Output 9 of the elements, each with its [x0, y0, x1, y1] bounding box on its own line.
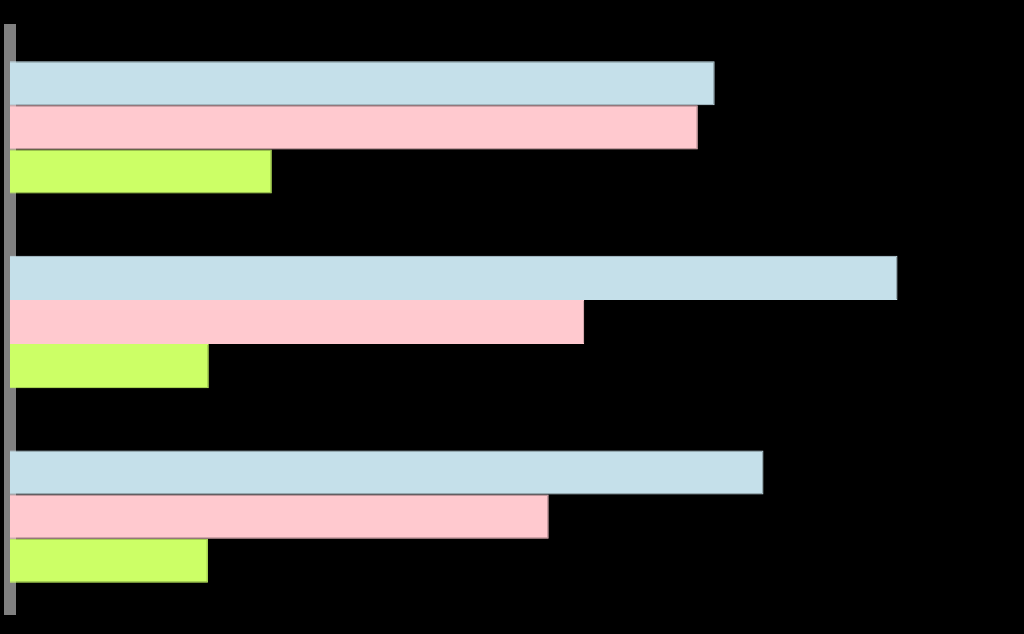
bar: [10, 344, 209, 389]
bar: [10, 61, 715, 106]
bar: [10, 299, 585, 345]
bar: [10, 538, 208, 583]
bar: [10, 255, 898, 300]
bar: [10, 149, 272, 194]
bar: [10, 450, 764, 495]
bar: [10, 494, 549, 539]
bar: [10, 105, 698, 150]
